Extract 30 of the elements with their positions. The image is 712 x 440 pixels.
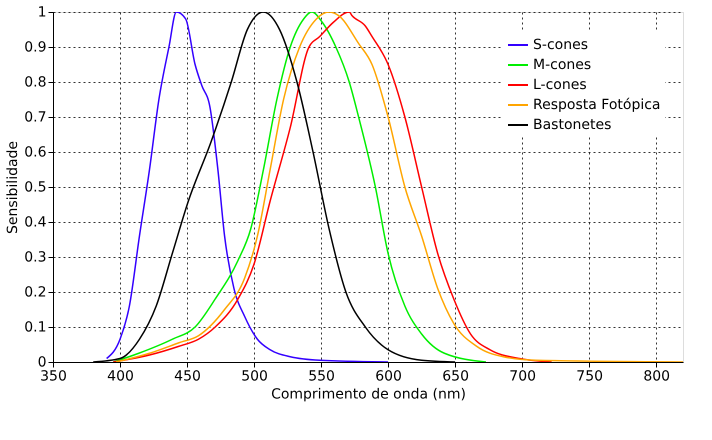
x-tick-label: 500: [241, 368, 268, 384]
legend-label: Bastonetes: [533, 117, 612, 133]
y-tick-label: 1: [38, 4, 46, 20]
y-tick-label: 0.7: [24, 110, 46, 126]
y-tick-label: 0.5: [24, 180, 46, 196]
x-axis-title: Comprimento de onda (nm): [271, 386, 466, 402]
y-tick-label: 0.4: [24, 214, 47, 230]
x-tick-label: 750: [576, 368, 604, 384]
legend-label: Resposta Fotópica: [533, 97, 660, 113]
legend-label: S-cones: [533, 37, 588, 53]
legend-label: L-cones: [533, 77, 587, 93]
y-tick-label: 0.2: [24, 284, 46, 300]
x-tick-label: 450: [174, 368, 201, 384]
x-tick-label: 700: [509, 368, 536, 384]
line-series: [106, 12, 389, 362]
y-tick-label: 0.1: [24, 320, 46, 336]
y-tick-label: 0.6: [24, 144, 47, 160]
x-tick-label: 400: [107, 368, 134, 384]
y-tick-label: 0.9: [24, 40, 46, 56]
x-tick-label: 600: [375, 368, 402, 384]
x-tick-label: 550: [308, 368, 335, 384]
y-axis-title: Sensibilidade: [5, 140, 22, 234]
x-tick-label: 350: [40, 368, 67, 384]
y-tick-label: 0.3: [24, 250, 46, 266]
y-tick-label: 0.8: [24, 74, 46, 90]
x-tick-label: 800: [643, 368, 670, 384]
x-tick-label: 650: [442, 368, 469, 384]
line-series: [115, 12, 683, 362]
y-tick-label: 0: [38, 354, 46, 370]
legend-label: M-cones: [533, 57, 592, 73]
